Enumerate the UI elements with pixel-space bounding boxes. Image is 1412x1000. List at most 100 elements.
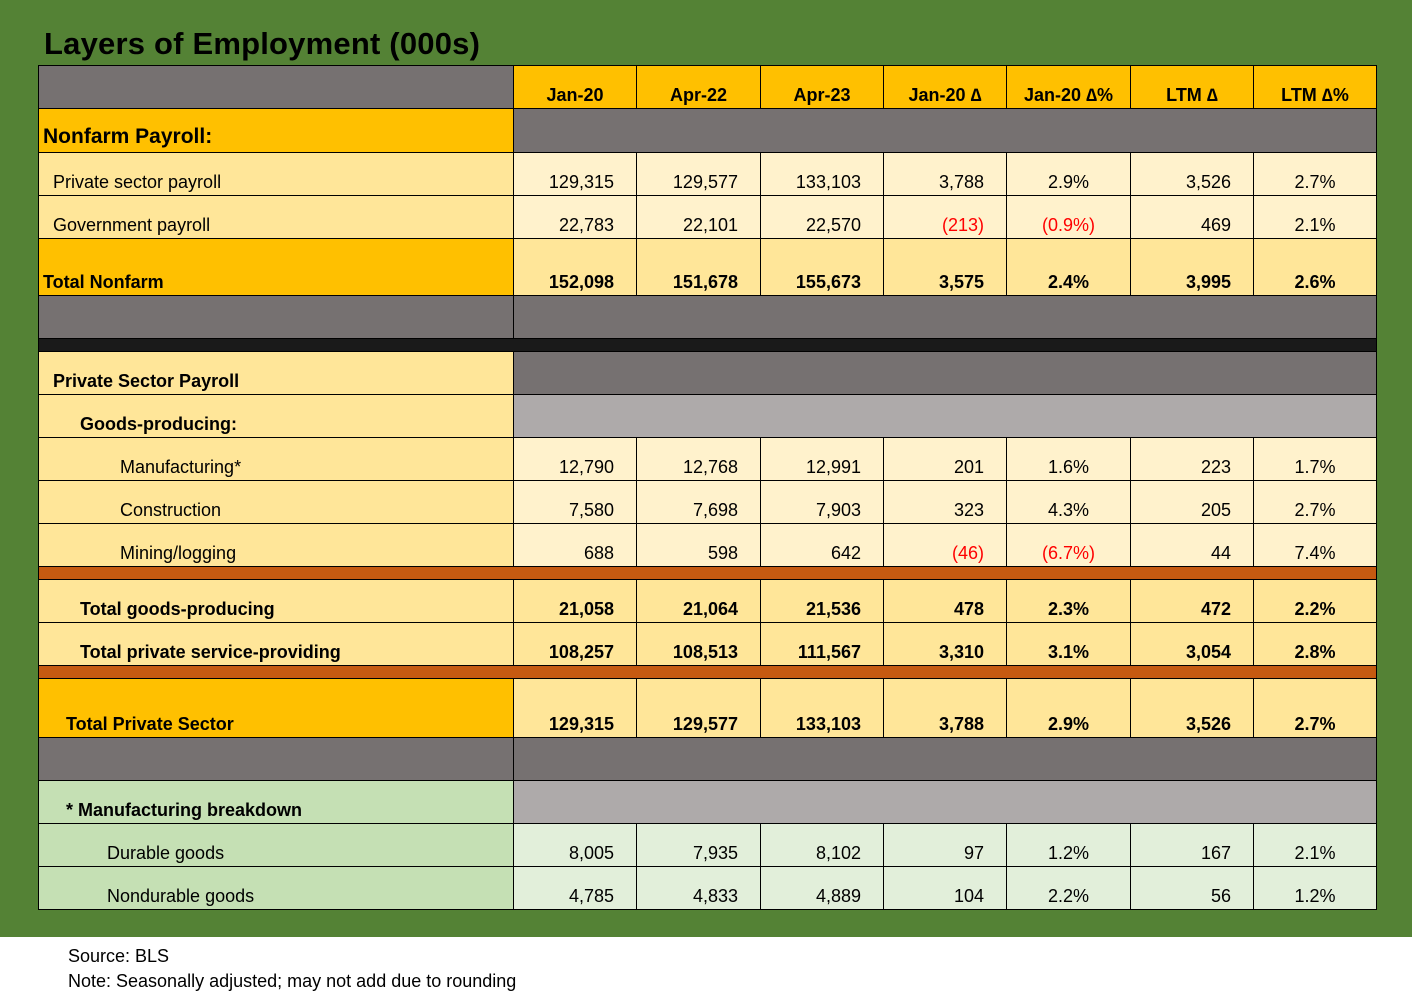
row-label: Durable goods [38, 823, 514, 867]
table-cell: 7,935 [636, 823, 761, 867]
col-header: Jan-20 ∆% [1006, 65, 1131, 109]
row-label: Private sector payroll [38, 152, 514, 196]
table-row: Total Private Sector 129,315 129,577 133,10… [38, 678, 1377, 738]
table-cell: 129,315 [513, 678, 637, 738]
table-cell: 108,513 [636, 622, 761, 666]
table-cell: 152,098 [513, 238, 637, 296]
table-cell: 111,567 [760, 622, 884, 666]
table-cell: 2.2% [1006, 866, 1131, 910]
table-cell: (0.9%) [1006, 195, 1131, 239]
table-cell: 104 [883, 866, 1007, 910]
source-note: Source: BLS [68, 946, 170, 966]
table-cell: 2.6% [1253, 238, 1377, 296]
table-cell: 12,790 [513, 437, 637, 481]
table-cell: 2.1% [1253, 823, 1377, 867]
table-cell: 3.1% [1006, 622, 1131, 666]
table-cell: 4,785 [513, 866, 637, 910]
table-cell: 2.7% [1253, 152, 1377, 196]
table-cell: 7,903 [760, 480, 884, 524]
table-cell: 133,103 [760, 678, 884, 738]
table-row: Manufacturing* 12,790 12,768 12,991 201 1.6% 2… [38, 437, 1377, 481]
table-cell: 151,678 [636, 238, 761, 296]
light-gray-band [513, 780, 1377, 824]
table-cell: 129,577 [636, 152, 761, 196]
row-label: Total goods-producing [38, 579, 514, 623]
table-cell: 2.2% [1253, 579, 1377, 623]
col-header: Jan-20 [513, 65, 637, 109]
table-cell: 3,526 [1130, 152, 1254, 196]
table-cell: 22,783 [513, 195, 637, 239]
table-cell: (6.7%) [1006, 523, 1131, 567]
table-cell: 155,673 [760, 238, 884, 296]
header-row: Jan-20 Apr-22 Apr-23 Jan-20 ∆ Jan-20 ∆% … [38, 65, 1377, 109]
table-cell: 223 [1130, 437, 1254, 481]
table-cell: 2.1% [1253, 195, 1377, 239]
table-cell: 323 [883, 480, 1007, 524]
table-cell: 1.6% [1006, 437, 1131, 481]
goods-section-label: Goods-producing: [38, 394, 514, 438]
footer-notes: Source: BLS Note: Seasonally adjusted; m… [68, 944, 516, 994]
table-cell: 8,005 [513, 823, 637, 867]
table-row: Government payroll 22,783 22,101 22,570 (213… [38, 195, 1377, 239]
table-row: Private sector payroll 129,315 129,577 133,… [38, 152, 1377, 196]
table-cell: 2.7% [1253, 678, 1377, 738]
table-cell: 22,101 [636, 195, 761, 239]
table-cell: 129,577 [636, 678, 761, 738]
section-row: * Manufacturing breakdown [38, 780, 1377, 824]
black-separator [38, 338, 1377, 352]
table-row: Total goods-producing 21,058 21,064 21,536 4… [38, 579, 1377, 623]
table-cell: 642 [760, 523, 884, 567]
table-cell: 205 [1130, 480, 1254, 524]
table-row: Total private service-providing 108,257 10… [38, 622, 1377, 666]
row-label: Total Private Sector [38, 678, 514, 738]
table-cell: 2.4% [1006, 238, 1131, 296]
table-cell: 1.7% [1253, 437, 1377, 481]
table-cell: 2.9% [1006, 152, 1131, 196]
separator [38, 338, 1377, 352]
table-cell: 478 [883, 579, 1007, 623]
row-label: Nondurable goods [38, 866, 514, 910]
table-cell: 3,788 [883, 678, 1007, 738]
blank-row [38, 295, 1377, 339]
blank-row [38, 737, 1377, 781]
mfg-breakdown-label: * Manufacturing breakdown [38, 780, 514, 824]
table-cell: 2.7% [1253, 480, 1377, 524]
gray-band [513, 351, 1377, 395]
gray-band [513, 737, 1377, 781]
separator [38, 665, 1377, 679]
table-cell: 598 [636, 523, 761, 567]
table-cell: 4.3% [1006, 480, 1131, 524]
table-cell: 21,536 [760, 579, 884, 623]
employment-table: Jan-20 Apr-22 Apr-23 Jan-20 ∆ Jan-20 ∆% … [38, 65, 1377, 910]
table-row: Mining/logging 688 598 642 (46) (6.7%) 44 7.4% [38, 523, 1377, 567]
private-section-label: Private Sector Payroll [38, 351, 514, 395]
row-label: Mining/logging [38, 523, 514, 567]
table-cell: 21,064 [636, 579, 761, 623]
header-corner [38, 65, 514, 109]
col-header: Apr-22 [636, 65, 761, 109]
nonfarm-section-label: Nonfarm Payroll: [38, 108, 514, 153]
section-row: Private Sector Payroll [38, 351, 1377, 395]
table-cell: 22,570 [760, 195, 884, 239]
table-cell: 4,889 [760, 866, 884, 910]
col-header: Jan-20 ∆ [883, 65, 1007, 109]
table-cell: (213) [883, 195, 1007, 239]
row-label: Government payroll [38, 195, 514, 239]
table-cell: 129,315 [513, 152, 637, 196]
row-label: Total private service-providing [38, 622, 514, 666]
table-cell: 56 [1130, 866, 1254, 910]
table-cell: 44 [1130, 523, 1254, 567]
table-cell: 3,054 [1130, 622, 1254, 666]
table-cell: 12,991 [760, 437, 884, 481]
gray-band [38, 737, 514, 781]
table-cell: 472 [1130, 579, 1254, 623]
table-cell: 1.2% [1006, 823, 1131, 867]
table-cell: 133,103 [760, 152, 884, 196]
table-cell: 167 [1130, 823, 1254, 867]
table-cell: 7.4% [1253, 523, 1377, 567]
gray-band [38, 295, 514, 339]
table-cell: 201 [883, 437, 1007, 481]
section-row: Goods-producing: [38, 394, 1377, 438]
orange-separator [38, 566, 1377, 580]
gray-band [513, 295, 1377, 339]
